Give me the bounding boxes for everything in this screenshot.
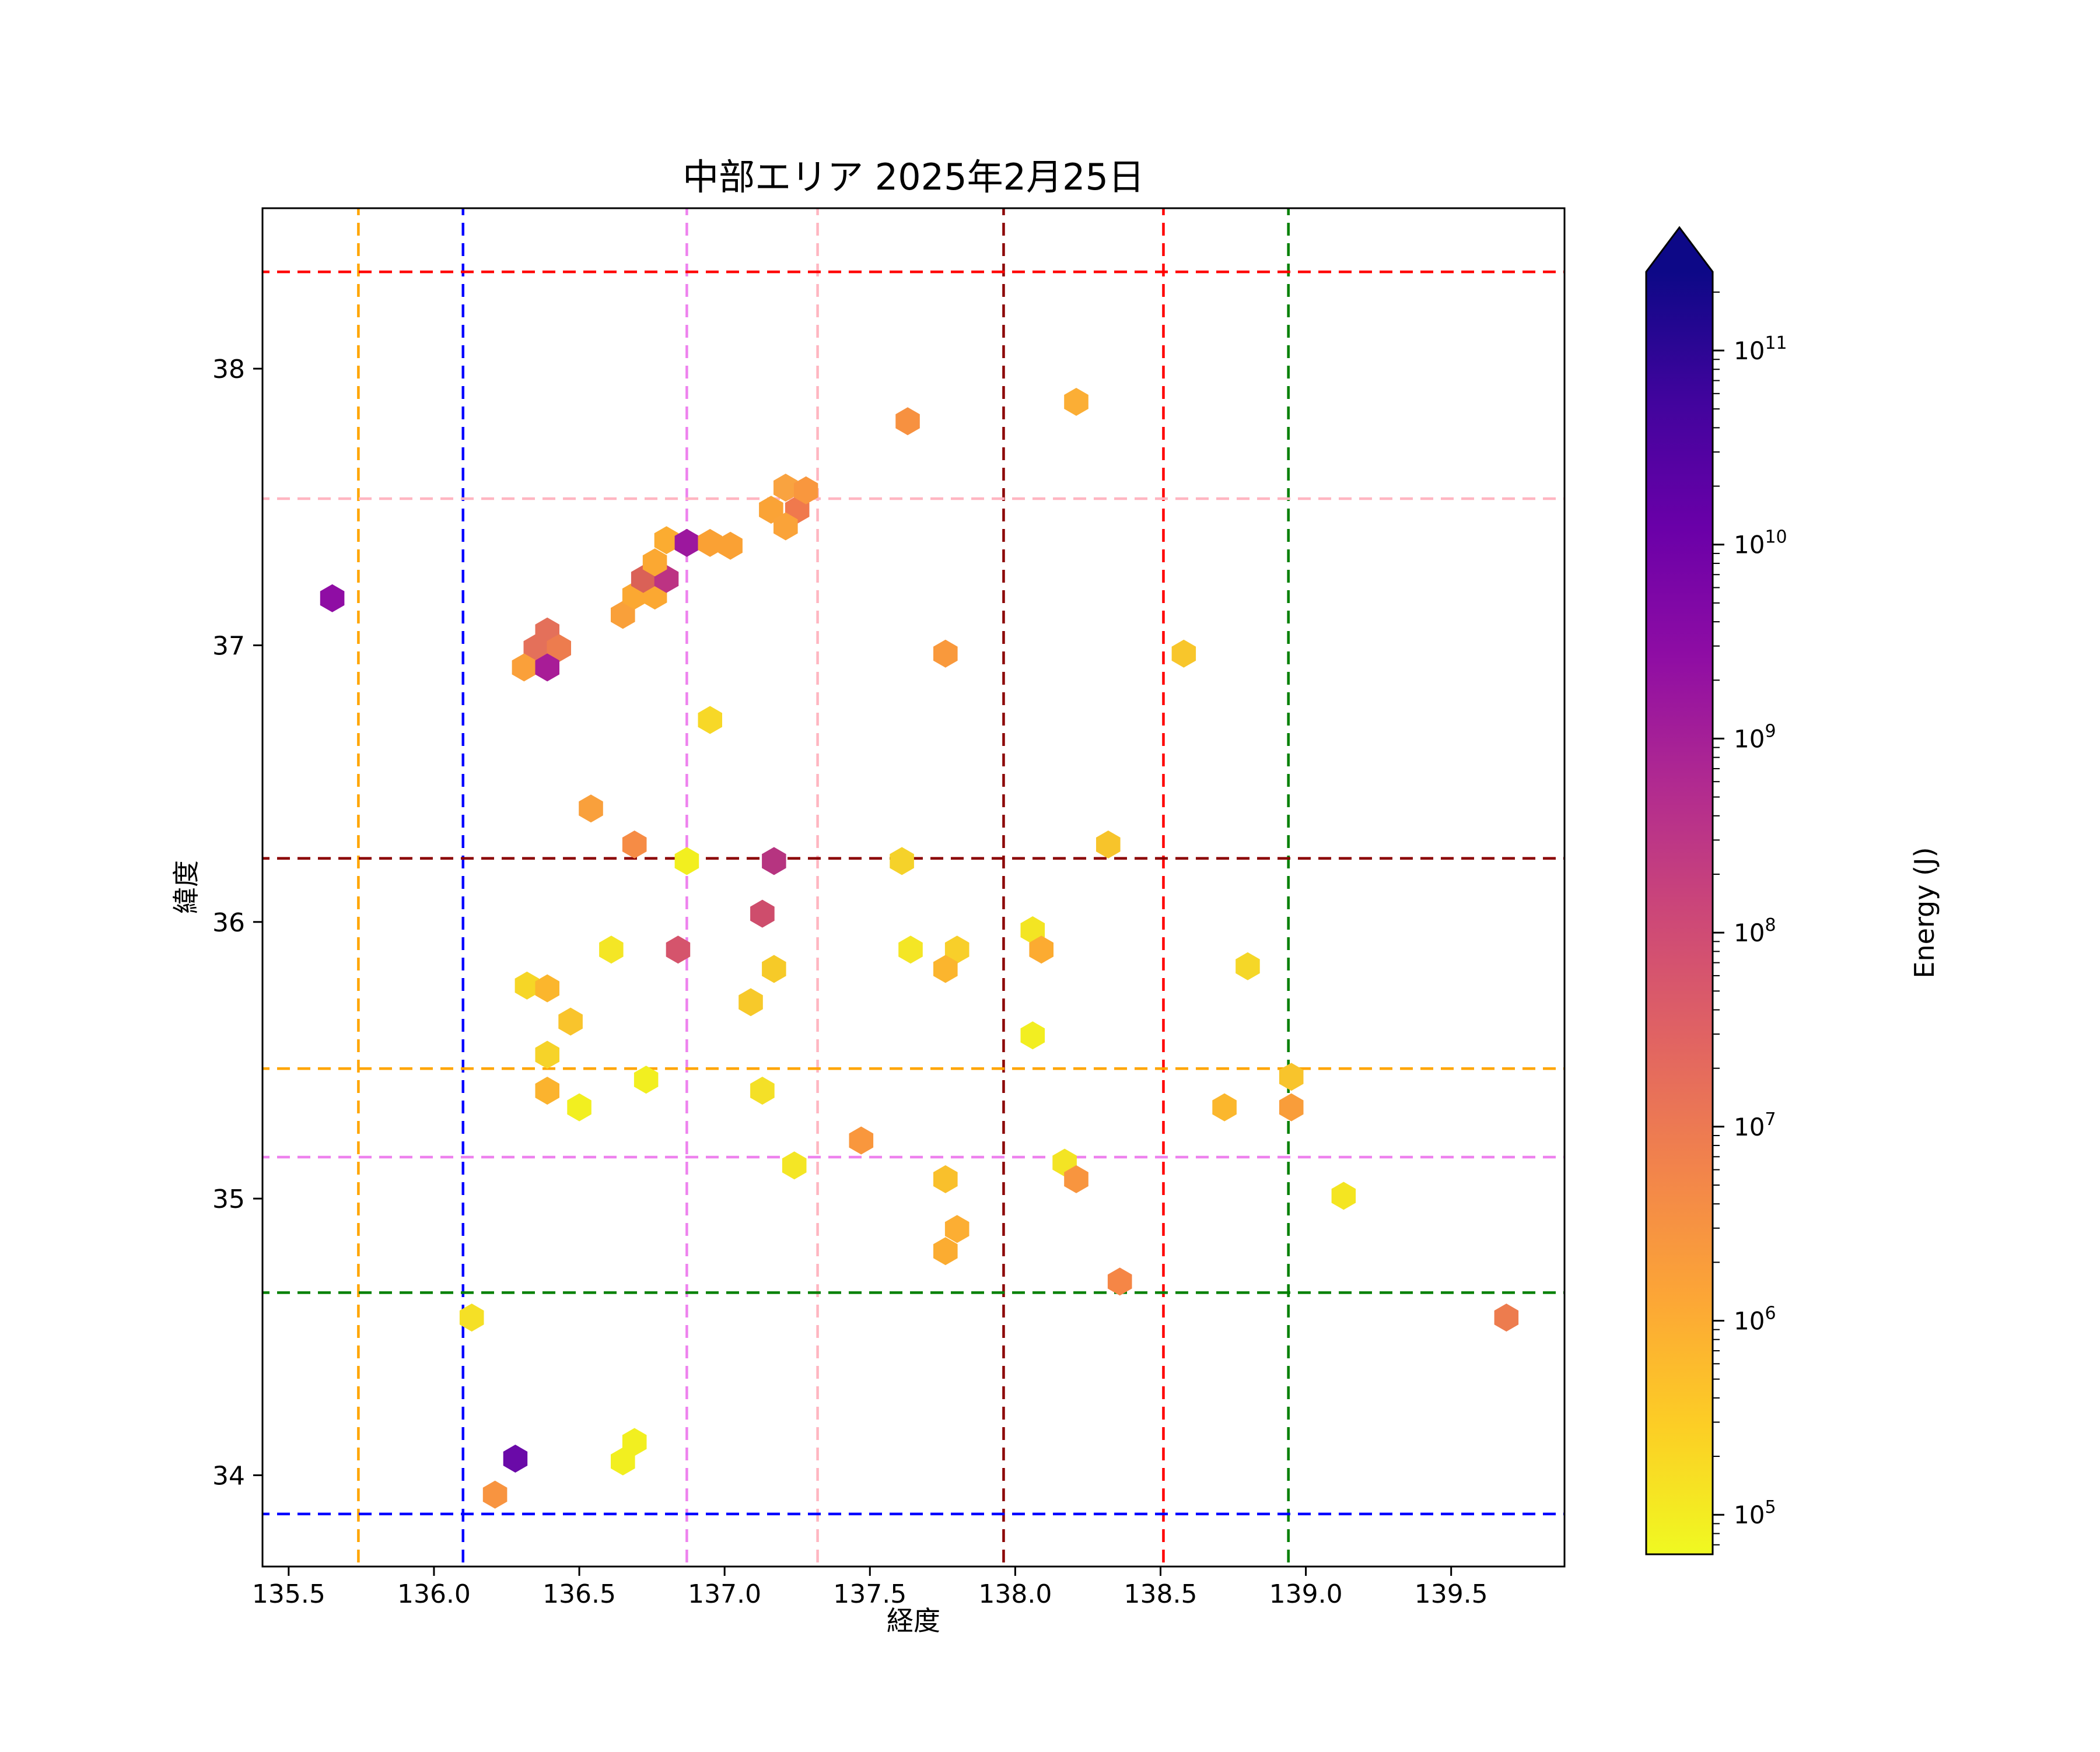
x-tick-label: 135.5: [252, 1579, 326, 1609]
x-tick-label: 139.5: [1415, 1579, 1488, 1609]
hex-point: [674, 528, 699, 557]
hex-point: [782, 1151, 807, 1180]
colorbar: 1011 1010 109 108 107 106 105: [1645, 226, 1787, 1555]
colorbar-label: Energy (J): [1909, 847, 1940, 978]
hex-point: [1020, 1021, 1045, 1050]
hex-point: [611, 1447, 635, 1476]
colorbar-extend-arrow: [1646, 227, 1713, 272]
hex-point: [579, 794, 603, 823]
hex-point: [944, 935, 970, 964]
hex-point: [1279, 1093, 1304, 1122]
x-axis: 135.5 136.0 136.5 137.0 137.5 138.0 138.5 139.0…: [252, 1567, 1488, 1609]
hex-point: [558, 1007, 583, 1036]
hex-point: [1494, 1304, 1519, 1332]
hex-point: [933, 1237, 958, 1266]
hex-point: [459, 1304, 484, 1332]
y-tick-label: 36: [212, 908, 245, 938]
hex-point: [698, 706, 722, 734]
hex-point: [1064, 388, 1088, 416]
hex-point: [567, 1093, 592, 1122]
colorbar-tick-label: 1010: [1734, 527, 1787, 559]
hex-point: [634, 1066, 659, 1094]
y-tick-label: 35: [212, 1185, 245, 1214]
hex-point: [523, 634, 548, 663]
colorbar-outline: [1645, 226, 1714, 1555]
hex-point: [762, 847, 786, 875]
hex-point: [793, 476, 818, 504]
hex-point: [535, 974, 559, 1003]
x-tick-label: 138.5: [1124, 1579, 1197, 1609]
colorbar-tick-label: 106: [1734, 1304, 1776, 1336]
hex-point: [738, 988, 763, 1017]
hex-point: [1029, 935, 1054, 964]
hex-point: [750, 1077, 775, 1105]
hex-point: [503, 1445, 528, 1473]
hex-point: [1236, 952, 1260, 980]
y-axis-label: 緯度: [170, 860, 202, 914]
x-tick-label: 139.0: [1269, 1579, 1343, 1609]
hex-point: [1171, 639, 1196, 668]
hex-point: [718, 531, 743, 560]
data-points: [320, 388, 1519, 1509]
hex-point: [933, 639, 958, 668]
hex-point: [547, 634, 571, 663]
hex-point: [320, 584, 345, 612]
reference-lines: [262, 208, 1564, 1567]
hex-point: [514, 971, 540, 1000]
hex-point: [535, 1077, 559, 1105]
x-tick-label: 137.5: [833, 1579, 907, 1609]
hex-point: [512, 653, 537, 682]
hex-point: [750, 899, 775, 928]
colorbar-tick-label: 105: [1734, 1497, 1776, 1529]
hex-point: [654, 526, 679, 555]
hex-point: [1212, 1093, 1237, 1122]
x-tick-label: 136.5: [542, 1579, 616, 1609]
colorbar-gradient: [1646, 272, 1713, 1554]
x-axis-label: 経度: [887, 1605, 940, 1637]
hex-point: [674, 847, 699, 875]
hex-point: [895, 407, 920, 436]
hex-point: [698, 528, 722, 557]
y-tick-label: 38: [212, 355, 245, 384]
hex-point: [611, 601, 635, 629]
hex-point: [898, 935, 923, 964]
x-tick-label: 136.0: [397, 1579, 471, 1609]
colorbar-tick-label: 108: [1734, 915, 1776, 947]
hex-point: [1279, 1063, 1304, 1091]
hex-point: [933, 955, 958, 983]
colorbar-tick-label: 107: [1734, 1109, 1776, 1141]
hex-point: [622, 1428, 647, 1456]
x-tick-label: 137.0: [688, 1579, 761, 1609]
colorbar-tick-label: 1011: [1734, 333, 1787, 365]
hex-point: [1064, 1165, 1088, 1193]
hex-point: [1107, 1267, 1132, 1296]
hex-point: [933, 1165, 958, 1193]
hex-point: [1331, 1182, 1356, 1210]
hex-point: [535, 653, 559, 682]
x-tick-label: 138.0: [978, 1579, 1052, 1609]
hex-point: [1096, 831, 1121, 859]
y-tick-label: 37: [212, 631, 245, 661]
plot-frame: [261, 207, 1566, 1568]
y-tick-label: 34: [212, 1461, 245, 1491]
y-axis: 34 35 36 37 38: [212, 355, 262, 1491]
hex-point: [774, 512, 798, 541]
hex-point: [762, 955, 786, 983]
hex-point: [622, 831, 647, 859]
chart-title: 中部エリア 2025年2月25日: [682, 156, 1144, 198]
hex-point: [535, 1040, 559, 1069]
hex-point: [849, 1126, 874, 1155]
hex-point: [944, 1215, 970, 1243]
hex-point: [666, 935, 691, 964]
colorbar-tick-label: 109: [1734, 721, 1776, 753]
hex-point: [482, 1480, 508, 1509]
hex-point: [890, 847, 914, 875]
hex-point: [599, 935, 624, 964]
hex-point: [759, 496, 783, 524]
hex-point: [642, 548, 667, 577]
hex-point: [774, 474, 798, 502]
